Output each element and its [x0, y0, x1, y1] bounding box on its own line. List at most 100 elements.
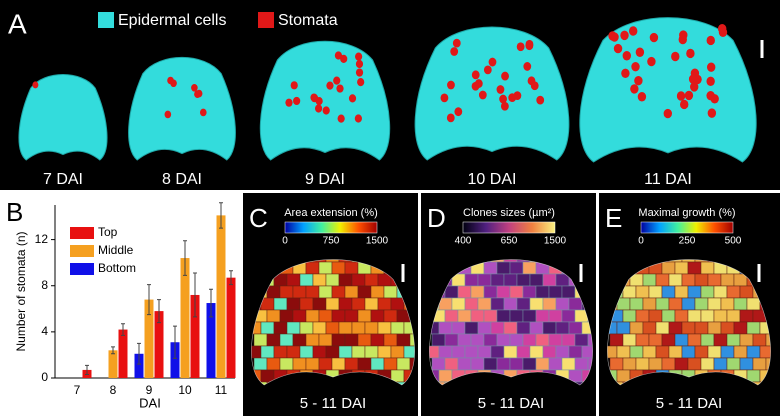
stoma — [523, 62, 532, 71]
cell — [312, 273, 327, 287]
stoma — [333, 76, 341, 85]
stoma — [314, 104, 323, 113]
stoma — [195, 89, 203, 98]
cell — [568, 345, 583, 359]
cell — [700, 357, 715, 371]
cell — [687, 285, 702, 299]
stoma — [684, 90, 694, 101]
cell — [681, 321, 696, 335]
colorbar — [640, 221, 734, 234]
cell — [687, 309, 702, 323]
cell — [694, 345, 709, 359]
cell — [357, 357, 372, 371]
cell — [299, 273, 314, 287]
stoma — [488, 57, 497, 67]
stoma — [483, 65, 492, 75]
colorbar-tick-label: 250 — [679, 236, 696, 247]
cell — [438, 321, 453, 335]
cell — [483, 333, 498, 347]
cell — [357, 309, 372, 323]
cell — [681, 297, 696, 311]
cell — [477, 345, 492, 359]
cell — [364, 345, 379, 359]
cell — [496, 285, 511, 299]
cell — [464, 321, 479, 335]
x-tick-label: 11 — [215, 383, 228, 397]
cell — [503, 273, 518, 287]
cell — [707, 273, 722, 287]
stoma — [671, 51, 680, 62]
cell — [720, 297, 735, 311]
stoma — [620, 30, 629, 41]
cell — [477, 321, 492, 335]
divider — [418, 193, 421, 416]
cell — [622, 285, 637, 299]
cell — [655, 345, 670, 359]
cell — [292, 309, 307, 323]
cell — [390, 345, 405, 359]
divider — [596, 193, 599, 416]
error-bar — [173, 325, 177, 359]
cell — [661, 333, 676, 347]
cell — [364, 273, 379, 287]
cell — [548, 309, 563, 323]
cell — [655, 297, 670, 311]
stoma — [322, 106, 330, 115]
cell — [344, 357, 359, 371]
cell — [616, 345, 631, 359]
cell — [694, 321, 709, 335]
colorbar-title: Maximal growth (%) — [638, 207, 735, 219]
bar — [206, 303, 216, 378]
stoma — [706, 62, 716, 72]
stoma — [293, 96, 301, 106]
cell — [318, 285, 333, 299]
caption: 5 - 11 DAI — [300, 395, 366, 412]
cell — [383, 357, 398, 371]
cell — [357, 333, 372, 347]
cell — [694, 273, 709, 287]
colorbar-tick-label: 1500 — [544, 236, 567, 247]
cell — [516, 345, 531, 359]
cell — [318, 261, 333, 275]
cell — [331, 261, 346, 275]
stoma — [634, 76, 643, 86]
stoma — [496, 85, 505, 94]
cell — [622, 309, 637, 323]
colorbar-tick-label: 1500 — [366, 236, 389, 247]
cell — [409, 357, 415, 371]
legend-label: Top — [98, 225, 118, 239]
cell — [299, 321, 314, 335]
stage-label: 8 DAI — [162, 171, 202, 188]
cell — [464, 345, 479, 359]
cell — [253, 333, 268, 347]
stage-label: 11 DAI — [644, 171, 692, 188]
stoma — [647, 56, 656, 67]
cell — [279, 309, 294, 323]
cell — [318, 333, 333, 347]
cell — [635, 285, 650, 299]
colorbar-tick-label: 0 — [638, 236, 644, 247]
legend-swatch — [258, 12, 274, 28]
stoma — [706, 35, 715, 46]
cell — [286, 273, 301, 287]
cell — [648, 357, 663, 371]
error-bar — [229, 270, 233, 286]
cell — [516, 273, 531, 287]
cell — [464, 297, 479, 311]
cell — [351, 297, 366, 311]
cell — [629, 321, 644, 335]
legend-label: Stomata — [278, 12, 338, 29]
cell — [574, 357, 589, 371]
cell — [286, 321, 301, 335]
stoma — [310, 93, 318, 102]
embryo-outline — [429, 259, 593, 386]
cell — [548, 357, 563, 371]
cell — [694, 297, 709, 311]
embryo — [579, 17, 757, 163]
cell — [279, 333, 294, 347]
cell — [444, 333, 459, 347]
x-tick-label: 8 — [110, 383, 117, 397]
cell — [331, 357, 346, 371]
cell — [713, 285, 728, 299]
stoma — [440, 93, 449, 103]
